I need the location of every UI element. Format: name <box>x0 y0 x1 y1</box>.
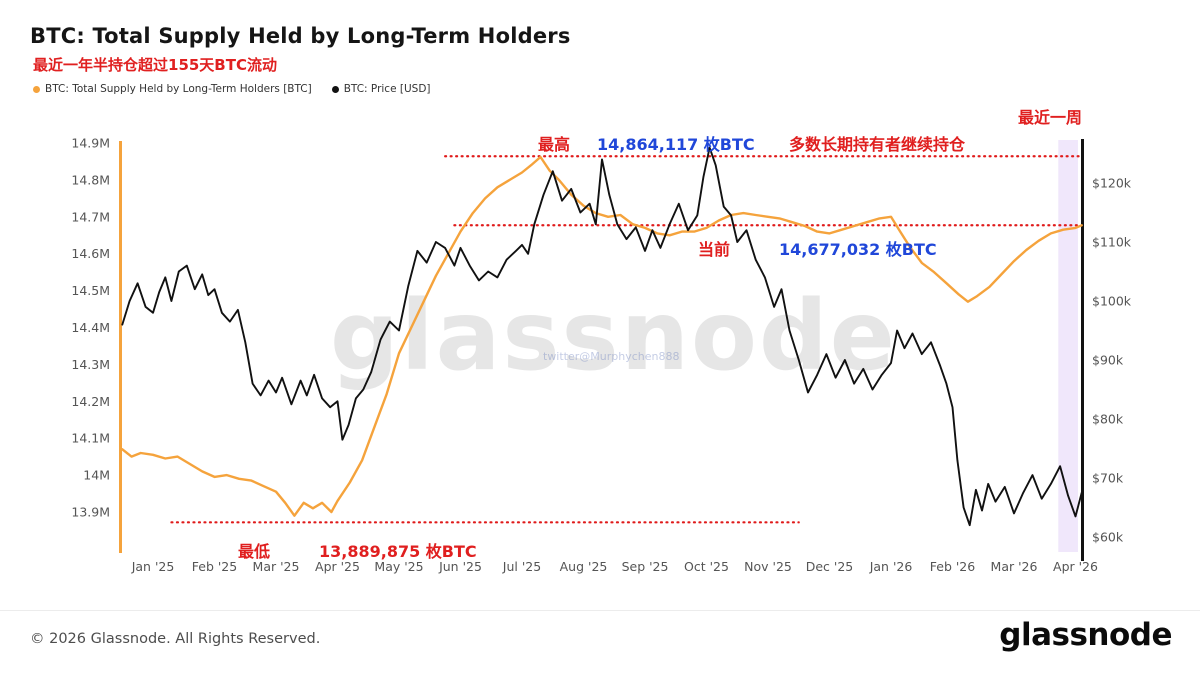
annotation-last-week: 最近一周 <box>1018 108 1083 127</box>
annotation-current-label: 当前 <box>698 240 731 259</box>
x-axis-tick-label: Jan '26 <box>869 559 913 574</box>
left-axis-tick-label: 13.9M <box>71 505 110 520</box>
series-line-btc-price <box>121 146 1083 527</box>
copyright-text: © 2026 Glassnode. All Rights Reserved. <box>30 631 321 647</box>
x-axis-tick-label: Nov '25 <box>744 559 792 574</box>
x-axis-tick-label: Apr '25 <box>315 559 360 574</box>
x-axis-tick-label: Apr '26 <box>1053 559 1098 574</box>
left-axis-tick-label: 14M <box>83 468 110 483</box>
x-axis-tick-label: Mar '26 <box>991 559 1038 574</box>
legend-label-btc-price: BTC: Price [USD] <box>343 83 431 95</box>
x-axis-tick-label: Jun '25 <box>438 559 482 574</box>
x-axis-tick-label: Oct '25 <box>684 559 729 574</box>
series-line-lth-supply <box>121 155 1083 517</box>
left-axis-tick-label: 14.5M <box>71 283 110 298</box>
x-axis-tick-label: Jan '25 <box>131 559 175 574</box>
chart-header: BTC: Total Supply Held by Long-Term Hold… <box>30 24 571 95</box>
annotation-low-label: 最低 <box>238 542 271 561</box>
left-axis-tick-label: 14.6M <box>71 246 110 261</box>
right-axis-tick-label: $70k <box>1092 471 1124 486</box>
left-axis-tick-label: 14.2M <box>71 394 110 409</box>
right-axis-tick-label: $60k <box>1092 530 1124 545</box>
legend: BTC: Total Supply Held by Long-Term Hold… <box>33 83 571 95</box>
left-axis-tick-label: 14.8M <box>71 172 110 187</box>
left-axis-tick-label: 14.7M <box>71 209 110 224</box>
left-axis-tick-label: 14.1M <box>71 431 110 446</box>
annotation-high-label: 最高 <box>538 135 571 154</box>
recent-week-highlight-band <box>1058 140 1078 552</box>
x-axis-tick-label: Mar '25 <box>253 559 300 574</box>
x-axis-tick-label: Feb '26 <box>930 559 975 574</box>
left-axis-tick-label: 14.3M <box>71 357 110 372</box>
btc-price-swatch-icon <box>331 85 339 93</box>
left-axis-tick-label: 14.9M <box>71 136 110 151</box>
x-axis-tick-label: May '25 <box>374 559 423 574</box>
page-title: BTC: Total Supply Held by Long-Term Hold… <box>30 24 571 48</box>
glassnode-logo: glassnode <box>999 617 1172 653</box>
x-axis-tick-label: Dec '25 <box>806 559 854 574</box>
x-axis-tick-label: Aug '25 <box>560 559 608 574</box>
right-axis-tick-label: $120k <box>1092 176 1132 191</box>
right-axis-tick-label: $100k <box>1092 294 1132 309</box>
lth-supply-swatch-icon <box>33 85 40 93</box>
chart-subtitle: 最近一年半持仓超过155天BTC流动 <box>33 56 277 74</box>
x-axis-tick-label: Feb '25 <box>192 559 237 574</box>
footer: © 2026 Glassnode. All Rights Reserved. g… <box>0 610 1200 675</box>
left-axis-tick-label: 14.4M <box>71 320 110 335</box>
x-axis-tick-label: Jul '25 <box>502 559 541 574</box>
watermark-handle: twitter@Murphychen888 <box>543 350 680 363</box>
x-axis-tick-label: Sep '25 <box>622 559 669 574</box>
right-axis-tick-label: $110k <box>1092 235 1132 250</box>
right-axis-tick-label: $90k <box>1092 353 1124 368</box>
legend-label-lth-supply: BTC: Total Supply Held by Long-Term Hold… <box>45 83 312 95</box>
legend-item-lth-supply: BTC: Total Supply Held by Long-Term Hold… <box>33 83 312 95</box>
annotation-hold-note: 多数长期持有者继续持仓 <box>789 135 966 154</box>
right-axis-tick-label: $80k <box>1092 412 1124 427</box>
annotation-high-value: 14,864,117 枚BTC <box>597 135 755 154</box>
annotation-low-value: 13,889,875 枚BTC <box>319 542 477 561</box>
legend-item-btc-price: BTC: Price [USD] <box>331 83 431 95</box>
annotation-current-value: 14,677,032 枚BTC <box>779 240 937 259</box>
